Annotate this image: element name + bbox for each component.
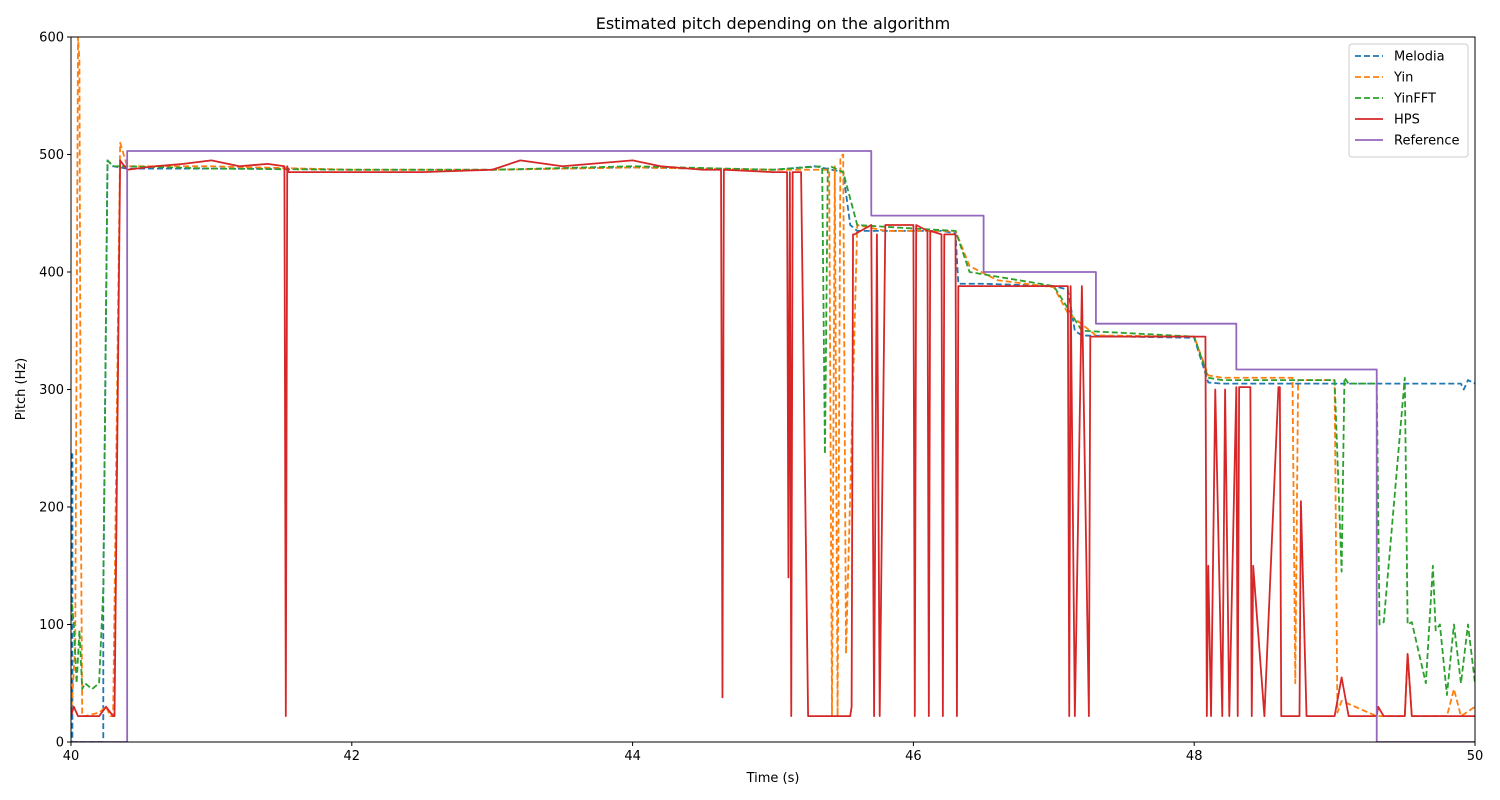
y-tick-label: 100: [39, 618, 64, 633]
y-tick-label: 500: [39, 148, 64, 163]
legend-box: [1348, 43, 1469, 158]
series-line-reference: [71, 150, 1475, 742]
y-axis-label: Pitch (Hz): [14, 358, 29, 421]
series-line-yinfft: [71, 159, 1475, 696]
x-axis-label: Time (s): [746, 771, 800, 786]
legend-label-yinfft: YinFFT: [1393, 92, 1436, 107]
x-tick-label: 48: [1186, 749, 1203, 764]
x-tick-label: 50: [1467, 749, 1484, 764]
y-tick-label: 600: [39, 31, 64, 46]
series-line-yin: [71, 37, 1475, 718]
legend: Melodia Yin YinFFT HPS Reference: [1348, 43, 1469, 158]
x-tick-label: 40: [63, 749, 80, 764]
y-tick-label: 400: [39, 266, 64, 281]
plot-area-frame: [70, 36, 1476, 743]
x-tick-label: 46: [905, 749, 922, 764]
y-tick-label: 300: [39, 383, 64, 398]
legend-label-melodia: Melodia: [1394, 50, 1445, 65]
legend-label-yin: Yin: [1393, 71, 1413, 86]
x-tick-label: 42: [344, 749, 361, 764]
plot-lines: [71, 37, 1475, 742]
legend-label-reference: Reference: [1394, 134, 1459, 149]
legend-label-hps: HPS: [1394, 113, 1420, 128]
series-line-hps: [71, 159, 1475, 718]
y-tick-label: 200: [39, 501, 64, 516]
series-line-melodia: [71, 159, 1475, 742]
y-tick-label: 0: [56, 736, 64, 751]
x-tick-label: 44: [624, 749, 641, 764]
chart-title: Estimated pitch depending on the algorit…: [596, 14, 951, 33]
